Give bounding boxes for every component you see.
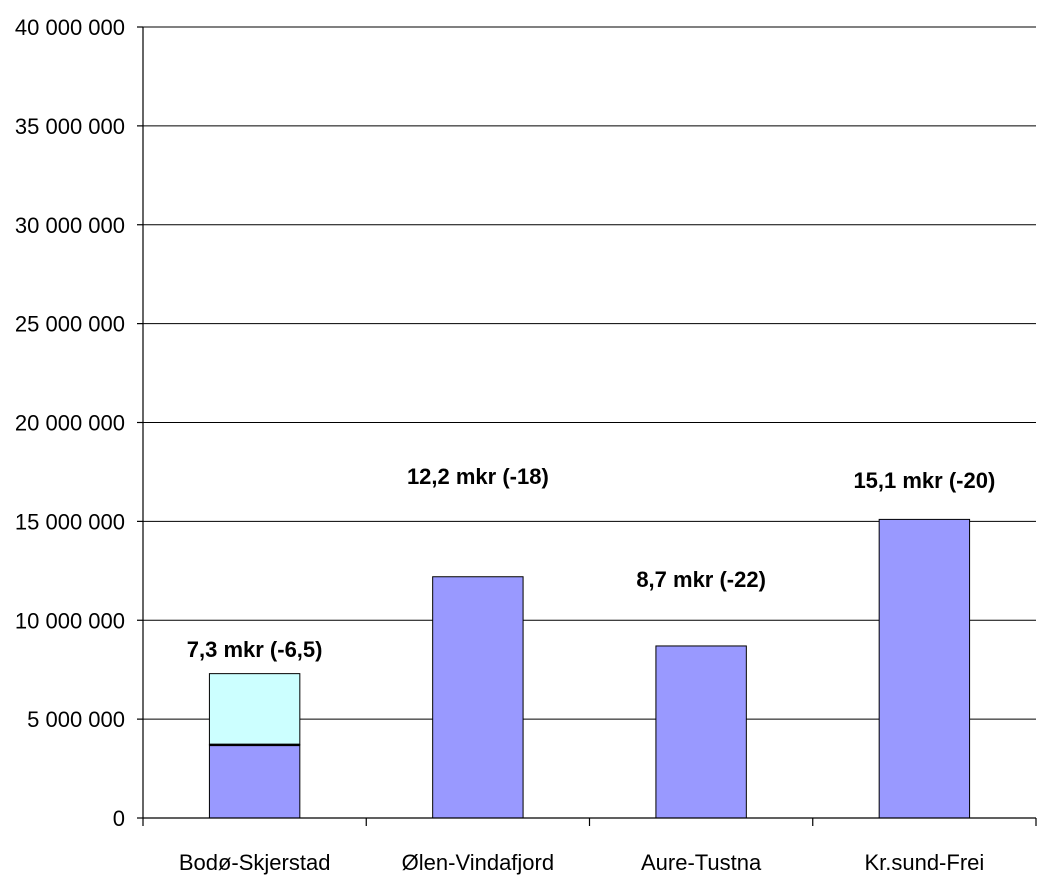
x-category-label: Aure-Tustna — [641, 850, 762, 875]
x-category-label: Bodø-Skjerstad — [179, 850, 331, 875]
bar-segment — [208, 744, 301, 819]
y-tick-label: 40 000 000 — [15, 15, 125, 40]
y-tick-label: 15 000 000 — [15, 509, 125, 534]
x-axis-labels: Bodø-Skjerstad Ølen-Vindafjord Aure-Tustna… — [179, 850, 984, 875]
bar-segment — [208, 673, 301, 746]
bar-segment — [878, 518, 971, 819]
axes — [142, 27, 1037, 826]
data-label: 12,2 mkr (-18) — [407, 464, 549, 489]
y-tick-label: 30 000 000 — [15, 213, 125, 238]
bar-segment — [432, 576, 524, 819]
bar-segment — [655, 645, 747, 819]
data-labels: 7,3 mkr (-6,5) 12,2 mkr (-18) 8,7 mkr (-22… — [187, 464, 996, 662]
gridlines — [143, 26, 1036, 720]
data-label: 7,3 mkr (-6,5) — [187, 637, 323, 662]
x-category-label: Kr.sund-Frei — [864, 850, 984, 875]
y-tick-label: 10 000 000 — [15, 608, 125, 633]
y-tick-label: 0 — [113, 806, 125, 831]
y-tick-label: 5 000 000 — [27, 707, 125, 732]
y-axis-ticks: 0 5 000 000 10 000 000 15 000 000 20 000 000… — [15, 15, 143, 831]
data-label: 8,7 mkr (-22) — [636, 567, 766, 592]
y-tick-label: 20 000 000 — [15, 411, 125, 436]
data-label: 15,1 mkr (-20) — [853, 468, 995, 493]
bars — [208, 518, 971, 819]
y-tick-label: 25 000 000 — [15, 312, 125, 337]
x-category-label: Ølen-Vindafjord — [402, 850, 554, 875]
y-tick-label: 35 000 000 — [15, 114, 125, 139]
